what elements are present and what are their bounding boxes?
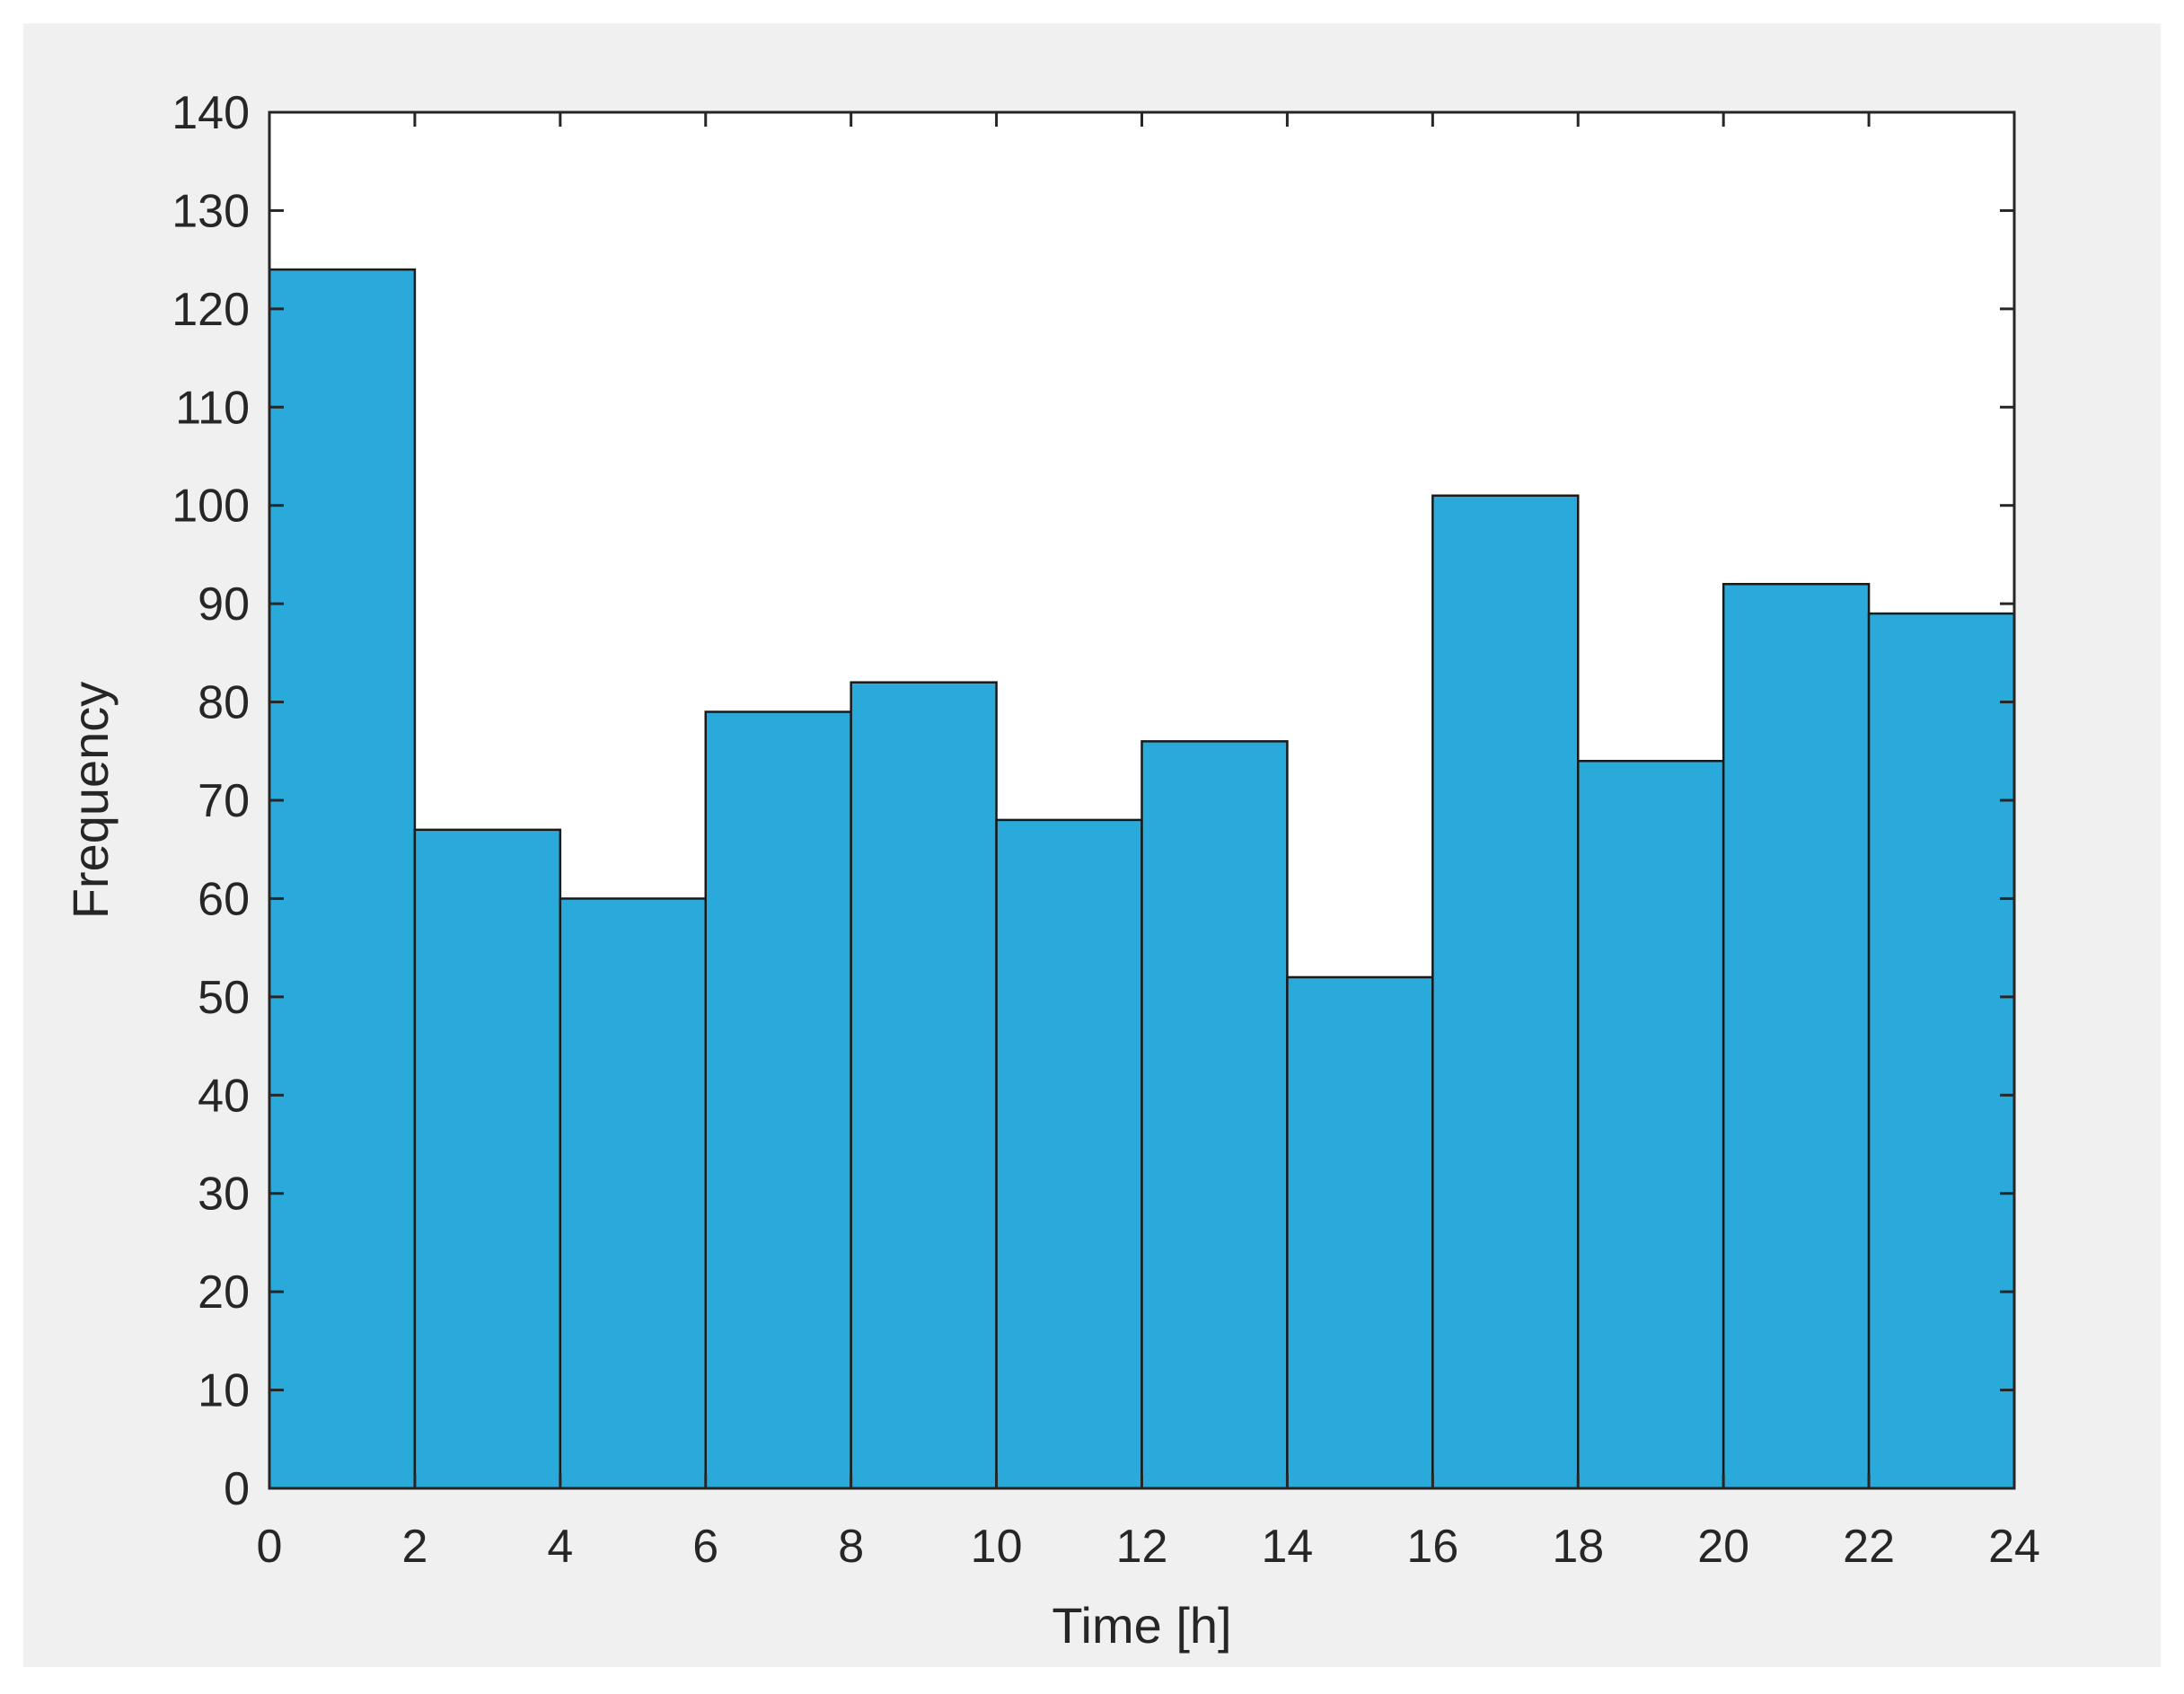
y-tick-label: 20	[198, 1266, 250, 1319]
histogram-bar	[413, 828, 562, 1490]
x-tick-label: 6	[692, 1521, 718, 1573]
y-tick-label: 100	[172, 481, 250, 533]
histogram-bar	[1867, 612, 2016, 1490]
y-tick-label: 140	[172, 87, 250, 139]
x-axis-label: Time [h]	[1052, 1597, 1231, 1654]
x-tick-label: 12	[1116, 1521, 1168, 1573]
y-tick-label: 30	[198, 1169, 250, 1221]
histogram-bar	[559, 897, 707, 1490]
x-tick-label: 20	[1697, 1521, 1749, 1573]
x-tick-label: 2	[401, 1521, 427, 1573]
y-tick-label: 60	[198, 873, 250, 925]
y-tick-label: 70	[198, 775, 250, 827]
y-tick-label: 130	[172, 185, 250, 237]
y-axis-label: Frequency	[62, 682, 119, 920]
histogram-bar	[850, 681, 998, 1490]
x-tick-label: 18	[1552, 1521, 1604, 1573]
y-tick-label: 50	[198, 972, 250, 1024]
x-tick-label: 14	[1261, 1521, 1313, 1573]
x-tick-label: 22	[1843, 1521, 1895, 1573]
histogram-bar	[704, 710, 852, 1490]
y-tick-label: 0	[224, 1463, 250, 1515]
x-tick-label: 24	[1988, 1521, 2040, 1573]
histogram-bar	[1286, 975, 1434, 1490]
x-tick-label: 0	[257, 1521, 283, 1573]
y-tick-label: 90	[198, 578, 250, 631]
x-tick-label: 16	[1406, 1521, 1458, 1573]
histogram-bar	[1140, 740, 1289, 1490]
histogram-bar	[1577, 759, 1725, 1490]
x-tick-label: 8	[838, 1521, 864, 1573]
y-tick-label: 80	[198, 677, 250, 729]
histogram-bar	[1722, 583, 1871, 1490]
x-tick-label: 4	[547, 1521, 573, 1573]
y-tick-label: 40	[198, 1070, 250, 1122]
x-tick-label: 10	[971, 1521, 1023, 1573]
y-tick-label: 110	[175, 382, 250, 434]
histogram-bar	[995, 818, 1143, 1490]
histogram-bar	[268, 268, 417, 1490]
bars-group	[268, 268, 2016, 1490]
histogram-bar	[1431, 494, 1580, 1490]
tick-labels-group: 0 2 4 6 8 10 12 14 16 18 20 22 240102030405060708090…	[172, 87, 2040, 1573]
axes-box	[268, 110, 2016, 1490]
y-tick-label: 120	[172, 284, 250, 336]
y-tick-label: 10	[198, 1365, 250, 1417]
